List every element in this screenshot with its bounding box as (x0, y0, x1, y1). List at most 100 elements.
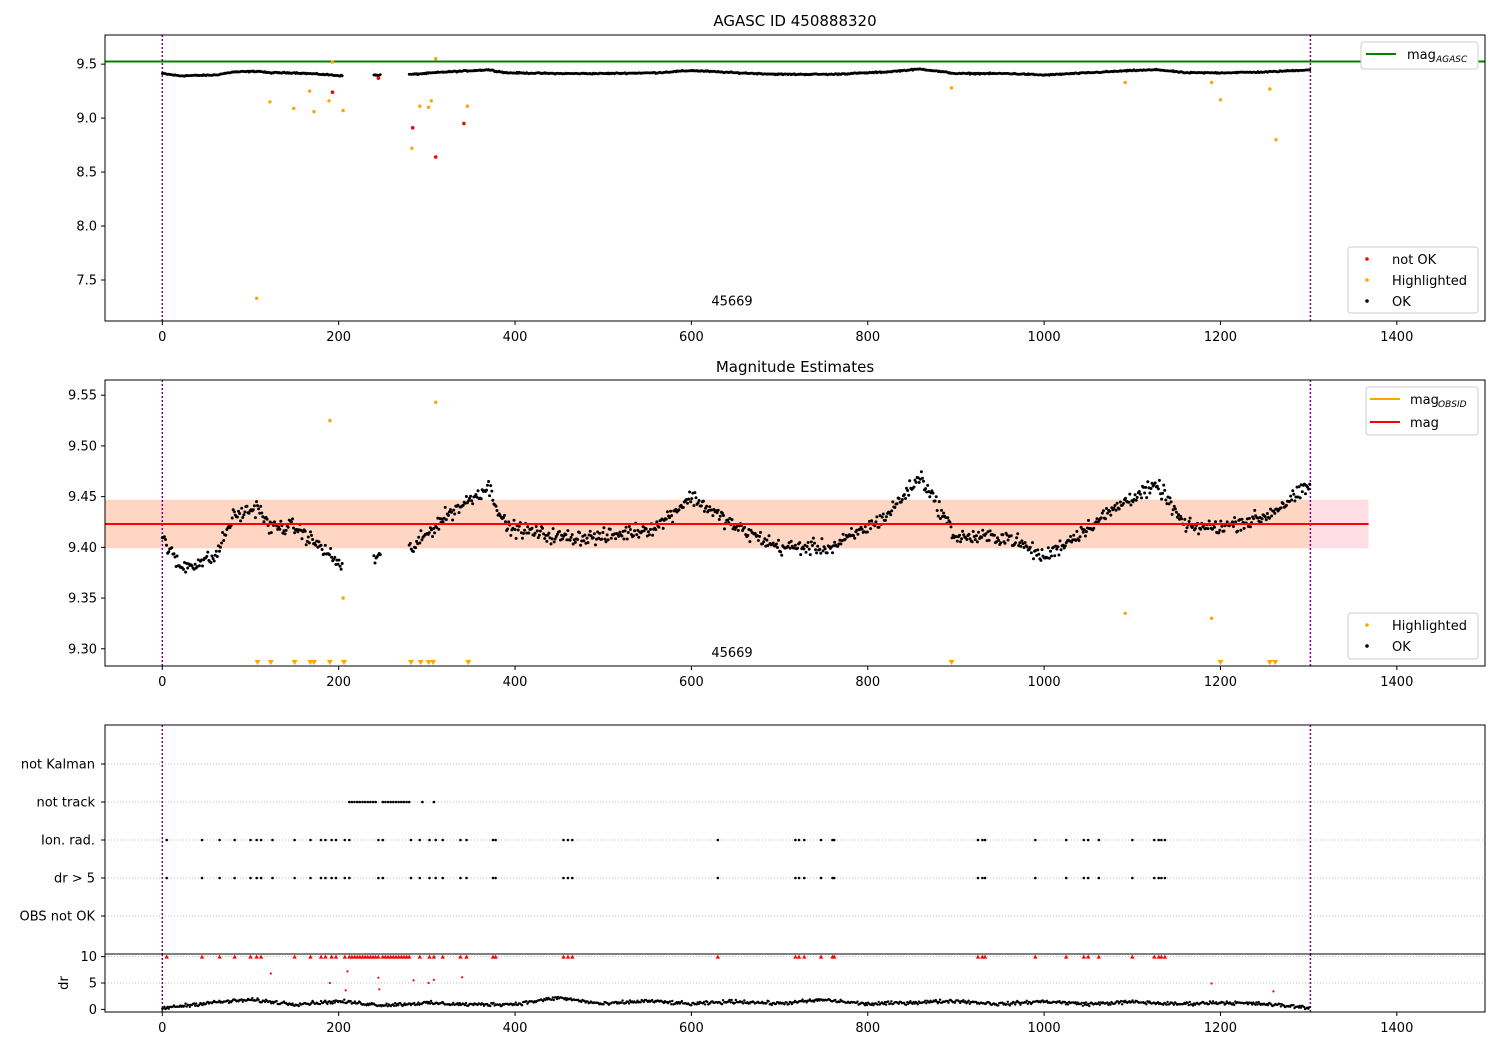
ok-point (299, 528, 303, 532)
ok-point (997, 538, 1001, 542)
legend-label: mag (1410, 393, 1439, 408)
flag-point (803, 876, 806, 880)
ok-point (609, 536, 613, 540)
ok-point (509, 533, 513, 537)
legend-label: OK (1392, 640, 1411, 655)
ok-point (1179, 514, 1183, 518)
ok-point (771, 541, 775, 545)
dr-ok-point (1006, 1000, 1009, 1003)
ok-point (328, 553, 331, 557)
ok-point (517, 524, 521, 528)
ok-point (1180, 517, 1184, 521)
ok-point (958, 533, 961, 537)
ok-point (690, 497, 694, 501)
ok-point (337, 558, 341, 562)
ok-point (636, 528, 640, 532)
ok-point (1137, 490, 1141, 493)
ok-point (507, 520, 511, 524)
flag-point (459, 876, 462, 880)
ok-point (890, 509, 894, 513)
dr-ok-point (838, 1000, 841, 1004)
ok-point (1009, 534, 1013, 538)
ok-point (860, 527, 864, 531)
ok-point (1308, 482, 1312, 486)
dr-high-point (346, 970, 349, 973)
ok-point (549, 542, 553, 546)
ok-point (808, 553, 812, 557)
x-tick-label: 1400 (1380, 1021, 1413, 1036)
ok-point (1140, 496, 1143, 500)
legend-label-agasc: mag (1407, 48, 1436, 63)
dr-ok-point (1008, 1004, 1012, 1007)
legend-marker (1365, 644, 1369, 648)
ok-point (471, 502, 475, 506)
ok-point (1264, 518, 1268, 522)
dr-ok-point (1187, 1003, 1190, 1007)
ok-point (878, 514, 882, 518)
ok-point (417, 535, 421, 539)
dr-ok-point (670, 1003, 673, 1006)
dr-capped-marker (258, 954, 264, 959)
ok-point (1193, 526, 1197, 530)
ok-point (884, 515, 888, 519)
ok-point (558, 530, 561, 533)
flag-point (1163, 876, 1167, 880)
ok-point (1063, 544, 1067, 548)
ok-point (338, 564, 342, 568)
dr-ok-point (385, 1002, 388, 1005)
ok-point (900, 498, 904, 501)
ok-point (655, 520, 659, 524)
dr-ok-point (1278, 1002, 1281, 1006)
legend-marker (1365, 278, 1369, 282)
ok-point (877, 525, 881, 529)
dr-ok-point (909, 1000, 912, 1003)
dr-ok-point (498, 1003, 502, 1006)
flag-point (797, 838, 801, 842)
ok-point (960, 537, 964, 541)
dr-ok-point (1045, 999, 1049, 1002)
ok-point (635, 533, 639, 537)
ok-point (788, 546, 792, 550)
dr-ok-point (569, 997, 572, 1000)
ok-point (243, 510, 247, 514)
dr-ok-point (1162, 1003, 1165, 1006)
ok-point (1269, 507, 1272, 511)
dr-ok-point (883, 1000, 887, 1004)
dr-ok-point (187, 1003, 190, 1007)
ok-point (273, 520, 276, 524)
ok-point (1281, 502, 1285, 506)
ok-point (268, 520, 272, 524)
x-tick-label: 200 (326, 675, 351, 690)
ok-point (1020, 539, 1024, 543)
dr-ok-point (333, 1001, 336, 1004)
ok-point (1083, 534, 1087, 538)
flag-point (363, 800, 367, 804)
ok-point (1199, 527, 1203, 531)
ok-point (1167, 502, 1171, 506)
flag-point (803, 838, 806, 842)
dr-capped-marker (217, 954, 222, 959)
ok-point (1247, 516, 1251, 520)
ok-point (591, 536, 595, 540)
ok-point (420, 538, 424, 542)
highlighted-point (1218, 98, 1223, 102)
dr-ok-point (275, 999, 278, 1003)
dr-ok-point (938, 998, 942, 1001)
ok-point (323, 543, 327, 547)
ok-point (583, 533, 587, 537)
dr-capped-marker (199, 954, 205, 959)
flag-point (348, 876, 351, 880)
flag-point (418, 838, 422, 842)
ok-point (219, 545, 222, 549)
down-triangle-marker (326, 660, 333, 665)
dr-capped-marker (982, 954, 988, 959)
ok-point (1206, 527, 1210, 531)
flag-point (976, 876, 980, 880)
flag-point (794, 838, 797, 842)
ok-point (1049, 549, 1052, 553)
legend-label: mag (1410, 416, 1439, 431)
ok-point (1056, 545, 1060, 549)
ok-point (415, 539, 419, 543)
dr-ok-point (310, 1001, 313, 1004)
ok-point (253, 516, 257, 520)
